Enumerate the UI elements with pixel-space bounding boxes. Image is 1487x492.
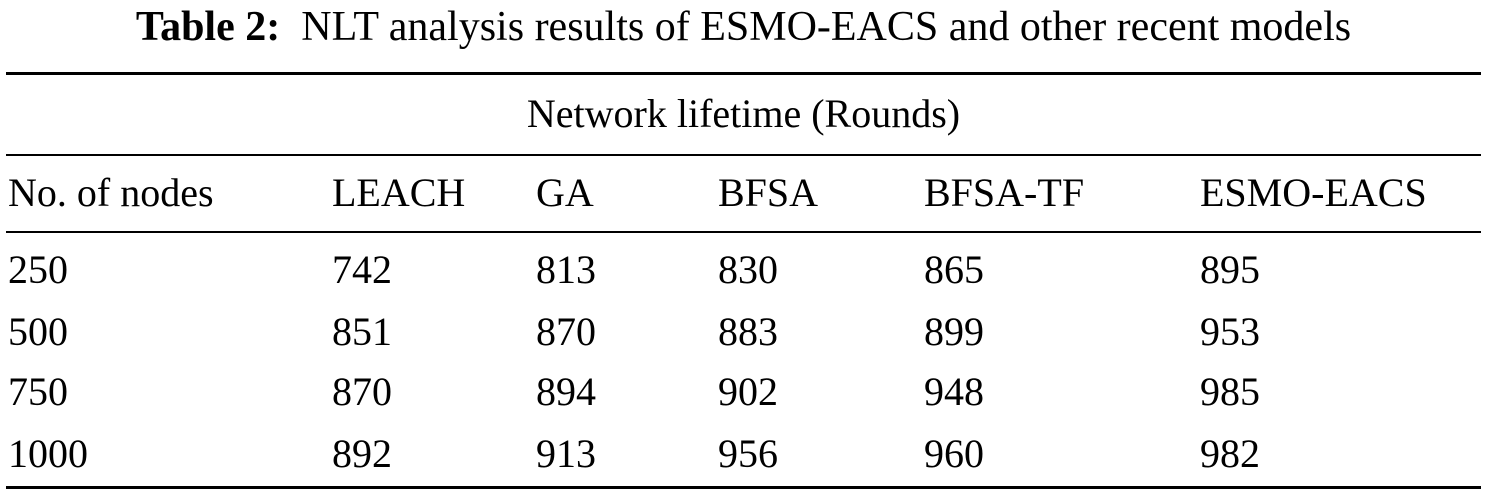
table-cell: 865 [924, 247, 984, 292]
table-header-row: No. of nodes LEACH GA BFSA BFSA-TF ESMO-… [0, 163, 1487, 223]
column-header: GA [536, 170, 594, 215]
column-header: BFSA-TF [924, 170, 1085, 215]
table-top-rule [6, 72, 1481, 75]
table-cell: 982 [1200, 431, 1260, 476]
table-cell: 948 [924, 369, 984, 414]
table-group-header: Network lifetime (Rounds) [526, 91, 961, 136]
table-cell: 870 [536, 309, 596, 354]
column-header-rule [6, 231, 1481, 233]
table-cell: 899 [924, 309, 984, 354]
table-cell: 750 [8, 369, 68, 414]
table-caption: Table 2: NLT analysis results of ESMO-EA… [0, 0, 1487, 60]
table-cell: 985 [1200, 369, 1260, 414]
group-header-rule [6, 154, 1481, 156]
table-cell: 742 [332, 247, 392, 292]
table-cell: 813 [536, 247, 596, 292]
table-cell: 913 [536, 431, 596, 476]
table-cell: 1000 [8, 431, 88, 476]
table-bottom-rule [6, 486, 1481, 489]
table-cell: 895 [1200, 247, 1260, 292]
table-cell: 892 [332, 431, 392, 476]
column-header: LEACH [332, 170, 466, 215]
table-cell: 883 [718, 309, 778, 354]
table-cell: 894 [536, 369, 596, 414]
table-cell: 956 [718, 431, 778, 476]
column-header: ESMO-EACS [1200, 170, 1427, 215]
table-caption-label: Table 2: [135, 4, 281, 50]
table-row: 500 851 870 883 899 953 [0, 302, 1487, 362]
table-cell: 960 [924, 431, 984, 476]
table-cell: 500 [8, 309, 68, 354]
table-cell: 851 [332, 309, 392, 354]
table-caption-text: NLT analysis results of ESMO-EACS and ot… [301, 4, 1352, 50]
table-cell: 902 [718, 369, 778, 414]
table-cell: 830 [718, 247, 778, 292]
table-row: 1000 892 913 956 960 982 [0, 424, 1487, 484]
column-header: No. of nodes [8, 170, 214, 215]
table-cell: 953 [1200, 309, 1260, 354]
table-row: 750 870 894 902 948 985 [0, 362, 1487, 422]
table-cell: 250 [8, 247, 68, 292]
table-cell: 870 [332, 369, 392, 414]
column-header: BFSA [718, 170, 819, 215]
table-row: 250 742 813 830 865 895 [0, 240, 1487, 300]
